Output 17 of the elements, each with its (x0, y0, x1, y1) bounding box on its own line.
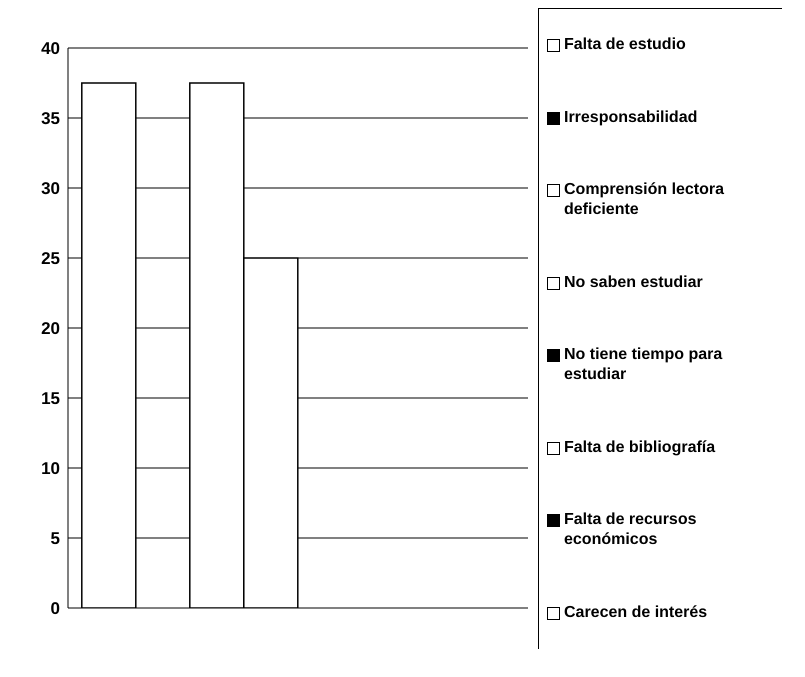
y-tick-label: 30 (41, 179, 60, 198)
legend-label: Irresponsabilidad (564, 108, 698, 128)
y-tick-label: 40 (41, 39, 60, 58)
legend-label: No tiene tiempo para estudiar (564, 345, 724, 386)
y-tick-label: 5 (50, 529, 60, 548)
legend-label: Comprensión lectora deficiente (564, 180, 726, 220)
y-tick-label: 10 (41, 459, 60, 478)
legend-label: Falta de estudio (564, 35, 686, 56)
y-tick-label: 35 (41, 109, 60, 128)
y-tick-label: 15 (41, 389, 60, 408)
y-tick-label: 20 (41, 319, 60, 338)
legend-label: Falta de bibliografía (564, 438, 716, 458)
y-tick-label: 25 (41, 249, 60, 268)
legend-label: Carecen de interés (564, 602, 708, 623)
y-tick-label: 0 (50, 599, 60, 618)
legend-label: No saben estudiar (564, 272, 703, 293)
legend-label: Falta de recursos económicos (564, 510, 698, 550)
